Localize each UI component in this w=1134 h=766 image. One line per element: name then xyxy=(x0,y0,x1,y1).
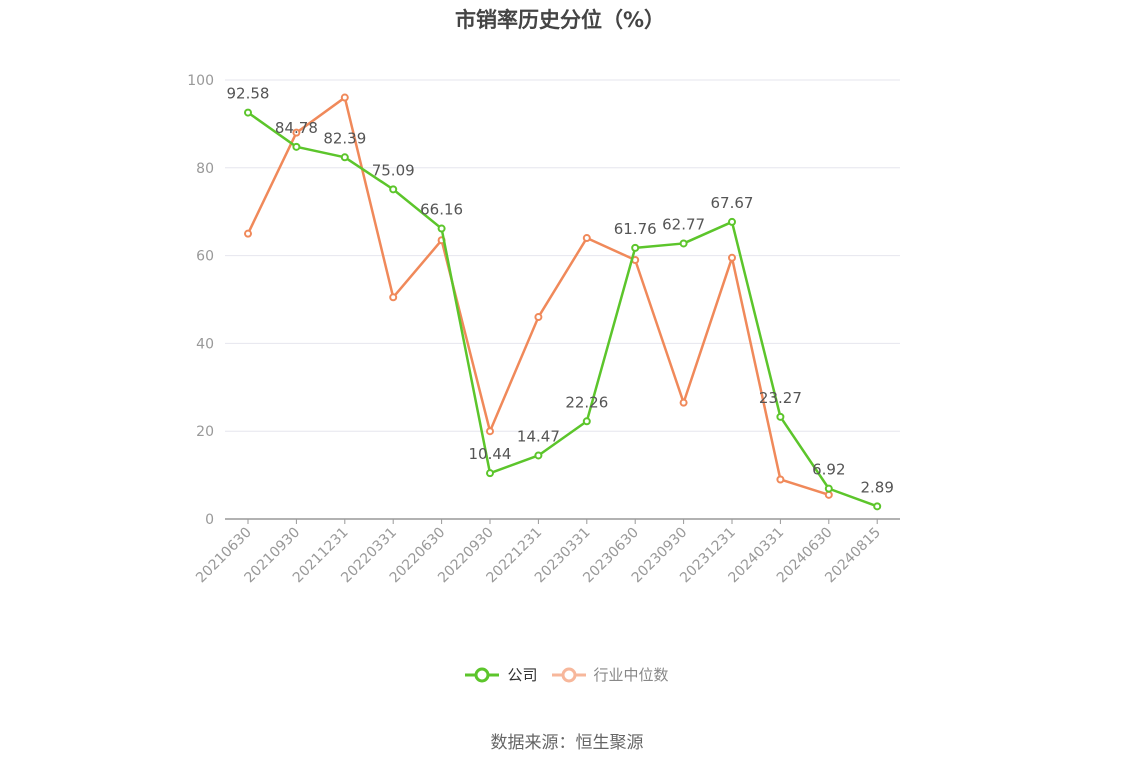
point-industry-20230331 xyxy=(582,234,591,243)
point-company-20230630 xyxy=(631,243,640,252)
point-industry-20240630 xyxy=(824,490,833,499)
legend-item-company[interactable]: 公司 xyxy=(465,664,538,685)
legend-industry-icon xyxy=(551,667,586,682)
data-label-20230930: 62.77 xyxy=(662,215,705,233)
point-company-20240331 xyxy=(776,412,785,421)
legend-company-icon xyxy=(465,667,500,682)
data-label-20210630: 92.58 xyxy=(227,85,270,103)
y-tick-label-40: 40 xyxy=(196,336,214,352)
y-tick-label-0: 0 xyxy=(205,512,214,528)
y-tick-label-60: 60 xyxy=(196,249,214,265)
data-label-20220331: 75.09 xyxy=(372,161,415,179)
data-label-20240815: 2.89 xyxy=(860,478,893,496)
data-label-20231231: 67.67 xyxy=(711,194,754,212)
point-company-20210630 xyxy=(244,108,252,117)
chart-title: 市销率历史分位（%） xyxy=(454,8,666,32)
series-line-company xyxy=(247,111,878,508)
label-layer: 92.58 84.78 82.39 75.09 66.16 10.44 14.47 22.26… xyxy=(227,85,894,497)
point-company-20220630 xyxy=(437,224,446,233)
point-industry-20220331 xyxy=(389,293,398,302)
point-industry-20230930 xyxy=(679,398,688,407)
y-tick-label-20: 20 xyxy=(196,424,214,440)
series-layer xyxy=(244,93,882,511)
point-industry-20221231 xyxy=(534,313,543,322)
data-label-20240331: 23.27 xyxy=(759,389,802,407)
source-note: 数据来源：恒生聚源 xyxy=(490,733,644,753)
point-company-20240815 xyxy=(873,502,882,511)
point-industry-20240331 xyxy=(776,475,785,484)
point-company-20211231 xyxy=(340,153,349,162)
data-label-20230630: 61.76 xyxy=(614,220,657,238)
point-company-20210930 xyxy=(292,142,301,151)
y-tick-label-100: 100 xyxy=(187,73,214,89)
point-industry-20231231 xyxy=(728,253,736,262)
data-label-20211231: 82.39 xyxy=(323,129,366,147)
legend-item-industry[interactable]: 行业中位数 xyxy=(551,664,669,685)
point-company-20231231 xyxy=(728,217,736,226)
legend-label-company: 公司 xyxy=(507,666,538,684)
point-company-20230930 xyxy=(679,239,688,248)
legend: 公司 行业中位数 xyxy=(0,664,1134,685)
legend-label-industry: 行业中位数 xyxy=(593,666,669,684)
point-industry-20220930 xyxy=(486,427,494,436)
point-industry-20211231 xyxy=(340,93,349,102)
data-label-20240630: 6.92 xyxy=(812,461,845,479)
grid-layer xyxy=(225,79,900,432)
point-industry-20210930 xyxy=(292,128,301,137)
data-label-20220630: 66.16 xyxy=(420,201,463,219)
point-industry-20210630 xyxy=(244,229,252,238)
point-company-20240630 xyxy=(824,484,833,493)
y-tick-label-80: 80 xyxy=(196,161,214,177)
point-company-20230331 xyxy=(582,417,591,426)
data-label-20210930: 84.78 xyxy=(275,119,318,137)
point-company-20220331 xyxy=(389,185,398,194)
data-label-20220930: 10.44 xyxy=(469,445,512,463)
point-company-20220930 xyxy=(486,469,494,478)
data-label-20230331: 22.26 xyxy=(565,393,608,411)
data-label-20221231: 14.47 xyxy=(517,427,560,445)
point-company-20221231 xyxy=(534,451,543,460)
